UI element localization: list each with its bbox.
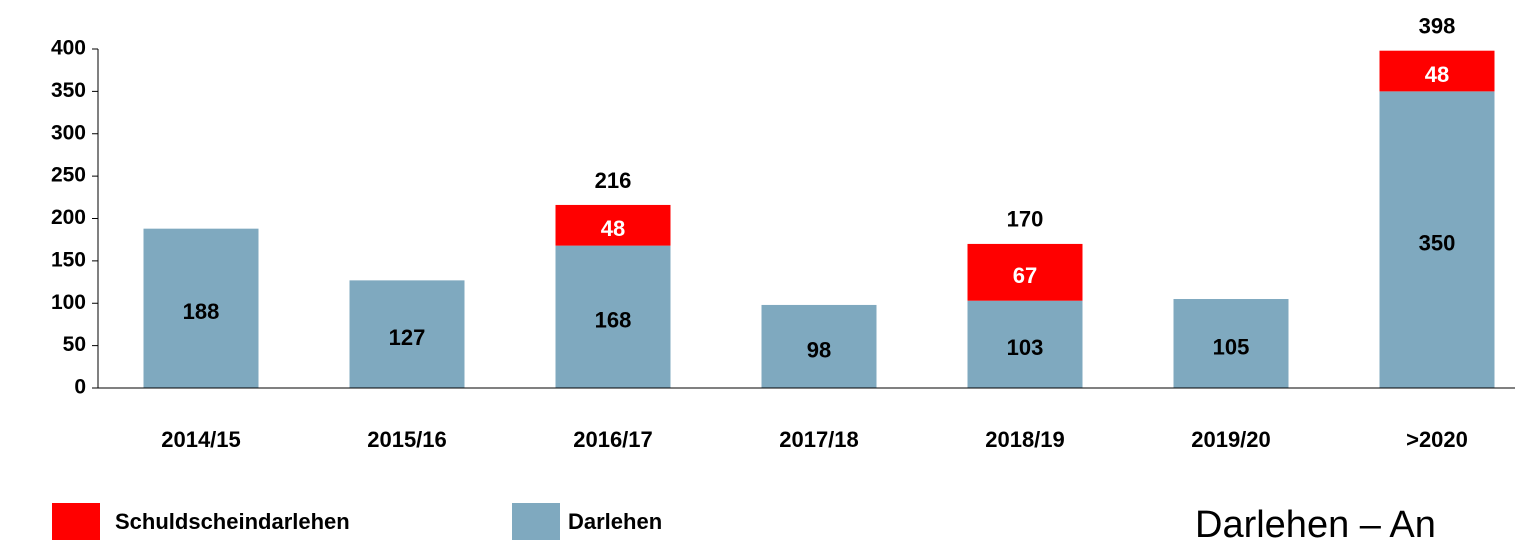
bar-segment bbox=[143, 228, 259, 388]
y-tick-label: 0 bbox=[74, 376, 86, 399]
bar-segment bbox=[1379, 91, 1495, 388]
x-tick-label: 2019/20 bbox=[1191, 427, 1271, 452]
data-label: 48 bbox=[601, 216, 625, 241]
bar-segment bbox=[1379, 50, 1495, 92]
bar-segment bbox=[1173, 299, 1289, 388]
y-tick-label: 250 bbox=[51, 164, 86, 187]
total-label: 398 bbox=[1419, 14, 1456, 39]
bar-segment bbox=[967, 243, 1083, 301]
legend-swatch bbox=[52, 503, 100, 540]
data-label: 48 bbox=[1425, 62, 1449, 87]
legend-swatch bbox=[512, 503, 560, 540]
legend-label: Schuldscheindarlehen bbox=[115, 509, 350, 534]
legend-label: Darlehen bbox=[568, 509, 662, 534]
y-tick-label: 350 bbox=[51, 79, 86, 102]
bar-segment bbox=[967, 300, 1083, 388]
x-tick-label: >2020 bbox=[1406, 427, 1468, 452]
total-label: 216 bbox=[595, 168, 632, 193]
x-tick-label: 2015/16 bbox=[367, 427, 447, 452]
y-tick-label: 200 bbox=[51, 206, 86, 229]
x-tick-label: 2016/17 bbox=[573, 427, 653, 452]
bar-segment bbox=[761, 304, 877, 388]
x-tick-label: 2017/18 bbox=[779, 427, 859, 452]
annotation: Darlehen – An bbox=[1195, 504, 1436, 540]
data-label: 67 bbox=[1013, 263, 1037, 288]
data-label: 105 bbox=[1213, 334, 1250, 359]
bar-segment bbox=[349, 280, 465, 388]
data-label: 350 bbox=[1419, 231, 1456, 256]
y-tick-label: 150 bbox=[51, 248, 86, 271]
y-tick-label: 100 bbox=[51, 291, 86, 314]
data-label: 168 bbox=[595, 308, 632, 333]
y-tick-label: 400 bbox=[51, 37, 86, 60]
bar-segment bbox=[555, 245, 671, 388]
bar-segment bbox=[555, 204, 671, 246]
total-label: 170 bbox=[1007, 207, 1044, 232]
x-tick-label: 2018/19 bbox=[985, 427, 1065, 452]
x-tick-label: 2014/15 bbox=[161, 427, 241, 452]
y-tick-label: 300 bbox=[51, 121, 86, 144]
data-label: 98 bbox=[807, 337, 831, 362]
y-tick-label: 50 bbox=[63, 333, 86, 356]
data-label: 127 bbox=[389, 325, 426, 350]
data-label: 103 bbox=[1007, 335, 1044, 360]
data-label: 188 bbox=[183, 299, 220, 324]
